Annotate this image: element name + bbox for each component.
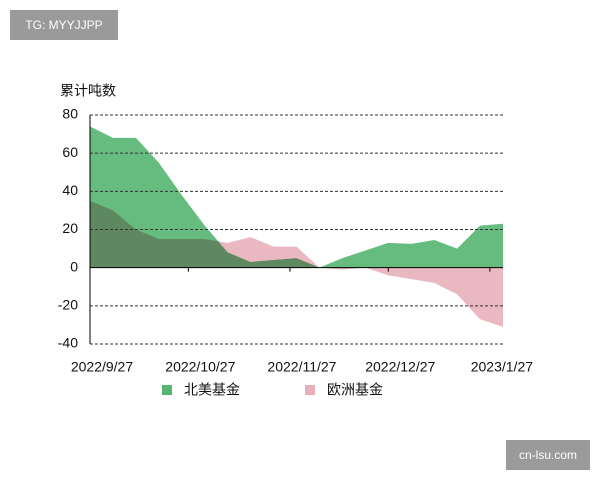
x-tick-label: 2022/11/27: [267, 359, 336, 375]
y-tick-label: 20: [62, 220, 78, 236]
watermark-box: [10, 10, 118, 40]
watermark: cn-lsu.com: [519, 448, 577, 462]
y-axis-label: 累计吨数: [60, 83, 116, 99]
x-tick-label: 2023/1/27: [471, 359, 533, 375]
x-tick-label: 2022/9/27: [71, 359, 133, 375]
area: [90, 126, 503, 268]
y-tick-label: 40: [62, 182, 78, 198]
legend-label: 欧洲基金: [327, 382, 383, 398]
legend-swatch: [162, 385, 172, 395]
y-tick-label: -40: [58, 335, 78, 351]
y-tick-label: 0: [70, 258, 78, 274]
y-tick-label: 60: [62, 144, 78, 160]
x-tick-label: 2022/10/27: [165, 359, 235, 375]
legend-label: 北美基金: [184, 382, 240, 398]
y-tick-label: 80: [62, 106, 78, 122]
legend-swatch: [305, 385, 315, 395]
watermark-box: [506, 440, 590, 470]
watermark: TG: MYYJJPP: [25, 18, 102, 32]
x-tick-label: 2022/12/27: [365, 359, 435, 375]
y-tick-label: -20: [58, 297, 78, 313]
